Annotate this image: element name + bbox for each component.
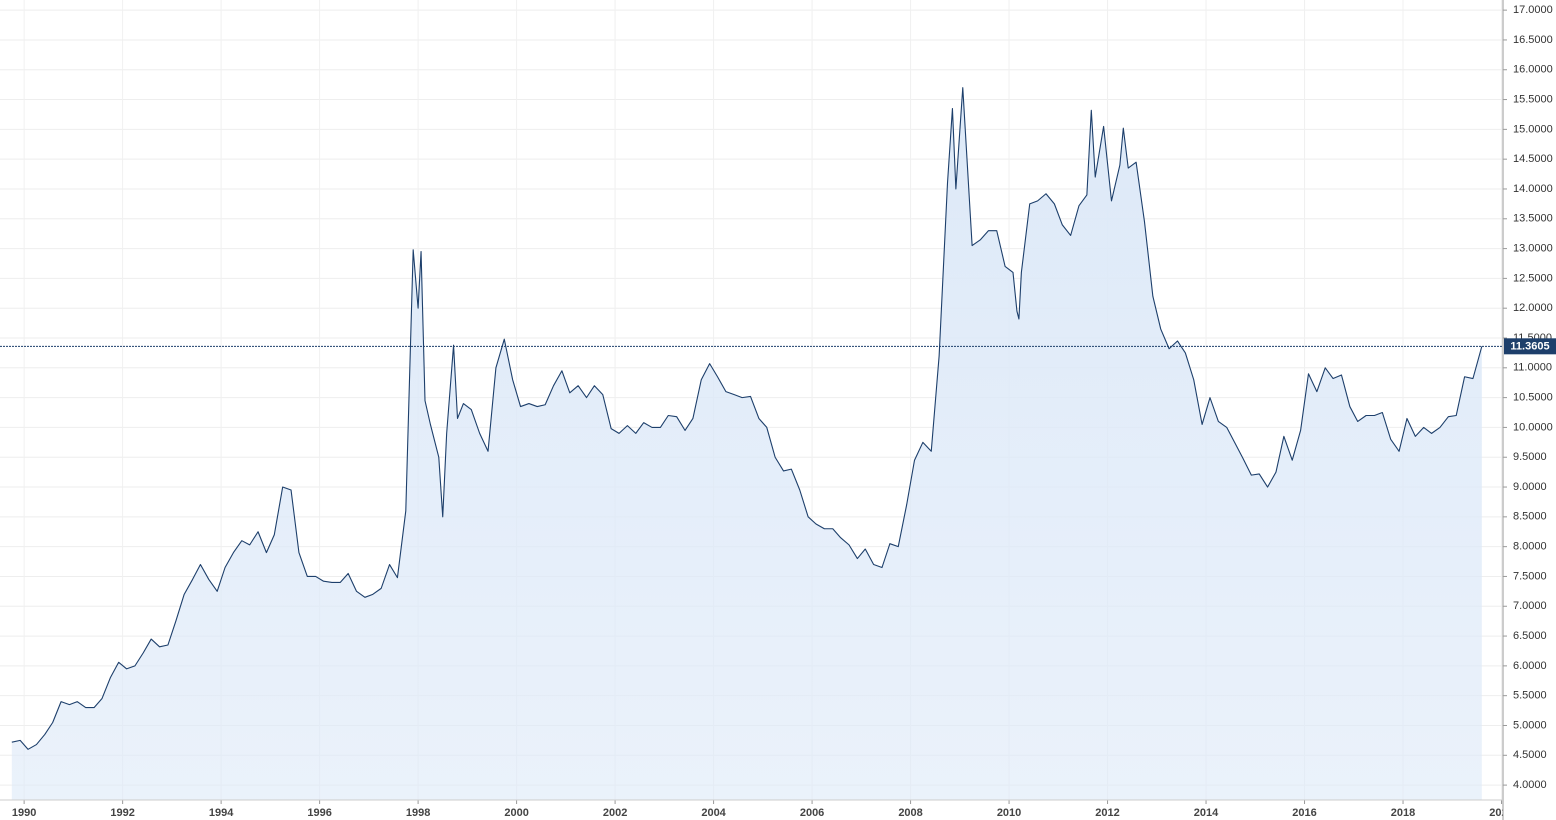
x-tick-label: 2002 xyxy=(603,807,627,819)
y-tick-label: 14.0000 xyxy=(1513,183,1553,195)
y-tick-label: 13.0000 xyxy=(1513,242,1553,254)
y-tick-label: 6.0000 xyxy=(1513,660,1547,672)
y-tick-label: 5.5000 xyxy=(1513,690,1547,702)
y-tick-label: 9.0000 xyxy=(1513,481,1547,493)
last-value-tag xyxy=(1504,338,1556,355)
x-tick-label: 2004 xyxy=(701,807,726,819)
y-tick-label: 5.0000 xyxy=(1513,719,1547,731)
area-fill xyxy=(11,87,1482,800)
y-tick-label: 17.0000 xyxy=(1513,4,1553,16)
x-tick-label: 2018 xyxy=(1391,807,1415,819)
x-tick-label: 2016 xyxy=(1292,807,1316,819)
x-tick-label: 2014 xyxy=(1194,807,1219,819)
x-tick-label: 2020 xyxy=(1489,807,1513,819)
x-tick-label: 1996 xyxy=(307,807,331,819)
x-tick-label: 2000 xyxy=(504,807,528,819)
y-tick-label: 4.5000 xyxy=(1513,749,1547,761)
x-tick-label: 1990 xyxy=(12,807,36,819)
y-tick-label: 10.5000 xyxy=(1513,392,1553,404)
y-tick-label: 7.5000 xyxy=(1513,570,1547,582)
x-tick-label: 1998 xyxy=(406,807,430,819)
x-tick-label: 1994 xyxy=(209,807,234,819)
y-tick-label: 12.5000 xyxy=(1513,272,1553,284)
y-tick-label: 16.5000 xyxy=(1513,34,1553,46)
y-tick-label: 8.5000 xyxy=(1513,511,1547,523)
y-tick-label: 6.5000 xyxy=(1513,630,1547,642)
y-tick-label: 4.0000 xyxy=(1513,779,1547,791)
x-tick-label: 2006 xyxy=(800,807,824,819)
last-value-label: 11.3605 xyxy=(1510,341,1549,353)
y-tick-label: 15.0000 xyxy=(1513,123,1553,135)
x-tick-label: 2008 xyxy=(898,807,922,819)
y-tick-label: 16.0000 xyxy=(1513,64,1553,76)
y-tick-label: 11.0000 xyxy=(1513,362,1552,374)
x-tick-label: 1992 xyxy=(110,807,134,819)
y-tick-label: 13.5000 xyxy=(1513,213,1553,225)
y-tick-label: 12.0000 xyxy=(1513,302,1553,314)
x-tick-label: 2012 xyxy=(1095,807,1119,819)
y-tick-label: 15.5000 xyxy=(1513,93,1553,105)
y-tick-label: 8.0000 xyxy=(1513,541,1547,553)
y-tick-label: 14.5000 xyxy=(1513,153,1553,165)
x-tick-label: 2010 xyxy=(997,807,1021,819)
y-tick-label: 10.0000 xyxy=(1513,421,1553,433)
price-line xyxy=(11,87,1483,750)
plot-area: 1990 1992 1994 1996 1998 2000 2002 2004 2006 2008… xyxy=(11,87,1513,819)
y-tick-label: 7.0000 xyxy=(1513,600,1547,612)
y-tick-label: 9.5000 xyxy=(1513,451,1547,463)
